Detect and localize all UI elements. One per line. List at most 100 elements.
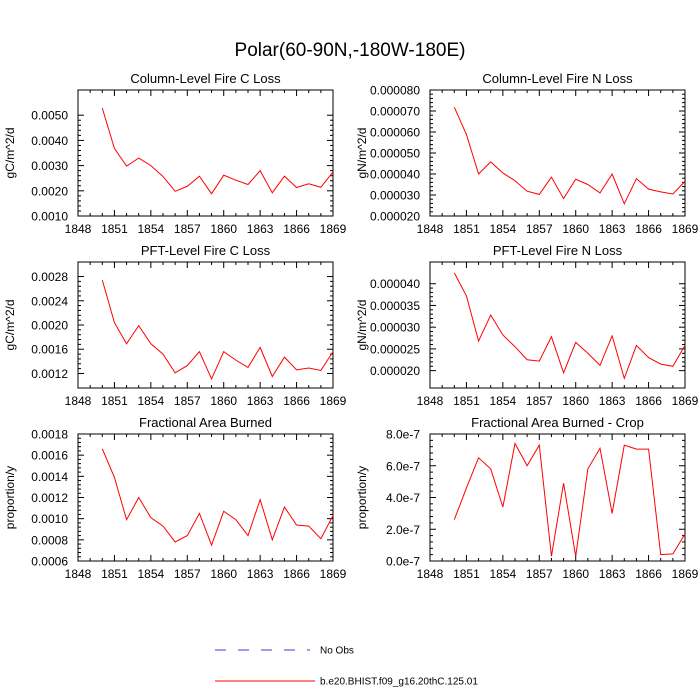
panel-title: PFT-Level Fire C Loss [141, 243, 271, 258]
x-tick-label: 1854 [138, 394, 165, 408]
x-tick-label: 1857 [526, 567, 553, 581]
x-tick-label: 1863 [599, 222, 626, 236]
y-tick-label: 2.0e-7 [386, 523, 420, 537]
x-tick-label: 1863 [599, 567, 626, 581]
x-tick-label: 1869 [672, 567, 699, 581]
x-tick-label: 1851 [453, 222, 480, 236]
y-tick-label: 0.000050 [370, 147, 420, 161]
x-tick-label: 1857 [526, 222, 553, 236]
panel-title: Fractional Area Burned [139, 415, 272, 430]
y-tick-label: 0.000080 [370, 84, 420, 98]
x-tick-label: 1854 [138, 222, 165, 236]
x-tick-label: 1851 [101, 567, 128, 581]
panel-title: Fractional Area Burned - Crop [471, 415, 644, 430]
x-tick-label: 1860 [562, 394, 589, 408]
chart-panel-3: PFT-Level Fire C Loss gC/m^2/d 1848 1851 185… [3, 243, 347, 408]
chart-panel-6: Fractional Area Burned - Crop proportion/… [355, 415, 699, 581]
y-axis-label: gN/m^2/d [355, 128, 369, 179]
x-tick-label: 1860 [210, 222, 237, 236]
x-tick-label: 1851 [101, 394, 128, 408]
y-tick-label: 0.0016 [31, 449, 68, 463]
x-tick-label: 1866 [635, 567, 662, 581]
y-tick-label: 0.000025 [370, 342, 420, 356]
x-tick-label: 1848 [65, 567, 92, 581]
legend-label-model: b.e20.BHIST.f09_g16.20thC.125.01 [320, 677, 478, 688]
x-tick-label: 1857 [526, 394, 553, 408]
y-tick-label: 0.0028 [31, 270, 68, 284]
plot-frame [429, 433, 686, 562]
x-tick-label: 1869 [320, 222, 347, 236]
y-tick-label: 0.0016 [31, 343, 68, 357]
x-tick-label: 1851 [453, 394, 480, 408]
x-tick-label: 1854 [490, 567, 517, 581]
x-tick-label: 1866 [635, 222, 662, 236]
series-line-1 [453, 107, 686, 206]
series-line-1 [101, 448, 334, 547]
x-tick-label: 1848 [65, 394, 92, 408]
y-tick-label: 0.000040 [370, 277, 420, 291]
x-tick-label: 1863 [247, 222, 274, 236]
chart-panel-2: Column-Level Fire N Loss gN/m^2/d 1848 1851… [355, 71, 699, 236]
chart-panel-5: Fractional Area Burned proportion/y 1848 18… [3, 415, 347, 581]
legend: No Obs b.e20.BHIST.f09_g16.20thC.125.01 [215, 646, 478, 688]
y-tick-label: 0.0020 [31, 319, 68, 333]
y-tick-label: 0.000070 [370, 105, 420, 119]
y-tick-label: 0.0024 [31, 294, 68, 308]
y-tick-label: 0.000035 [370, 299, 420, 313]
y-tick-label: 0.0050 [31, 109, 68, 123]
x-tick-label: 1848 [65, 222, 92, 236]
x-tick-label: 1860 [562, 567, 589, 581]
x-tick-label: 1869 [320, 394, 347, 408]
x-tick-label: 1848 [417, 222, 444, 236]
y-tick-label: 0.0030 [31, 159, 68, 173]
y-axis-label: proportion/y [3, 466, 17, 529]
y-tick-label: 8.0e-7 [386, 428, 420, 442]
y-tick-label: 0.0018 [31, 428, 68, 442]
plot-frame [429, 261, 686, 389]
y-tick-label: 0.0010 [31, 512, 68, 526]
figure-title: Polar(60-90N,-180W-180E) [235, 40, 466, 61]
series-line-1 [101, 107, 334, 195]
y-tick-label: 0.000040 [370, 168, 420, 182]
x-tick-label: 1851 [453, 567, 480, 581]
y-tick-label: 0.000030 [370, 189, 420, 203]
y-tick-label: 0.0012 [31, 491, 68, 505]
x-tick-label: 1854 [490, 394, 517, 408]
y-axis-label: gC/m^2/d [3, 128, 17, 179]
x-tick-label: 1860 [562, 222, 589, 236]
series-line-1 [453, 272, 686, 381]
x-tick-label: 1863 [247, 394, 274, 408]
plot-frame [77, 89, 334, 217]
x-tick-label: 1848 [417, 567, 444, 581]
x-tick-label: 1857 [174, 567, 201, 581]
x-tick-label: 1860 [210, 394, 237, 408]
panel-title: Column-Level Fire N Loss [482, 71, 633, 86]
x-tick-label: 1866 [283, 222, 310, 236]
plot-frame [77, 433, 334, 562]
y-tick-label: 6.0e-7 [386, 459, 420, 473]
y-tick-label: 0.0014 [31, 470, 68, 484]
series-line-1 [453, 442, 686, 557]
x-tick-label: 1869 [672, 394, 699, 408]
y-tick-label: 0.000020 [370, 210, 420, 224]
y-tick-label: 0.0010 [31, 210, 68, 224]
y-tick-label: 0.0040 [31, 134, 68, 148]
x-tick-label: 1866 [283, 567, 310, 581]
y-tick-label: 0.0012 [31, 367, 68, 381]
y-axis-label: proportion/y [355, 466, 369, 529]
panel-title: PFT-Level Fire N Loss [493, 243, 623, 258]
y-tick-label: 0.0020 [31, 184, 68, 198]
y-tick-label: 0.000060 [370, 126, 420, 140]
x-tick-label: 1869 [672, 222, 699, 236]
chart-panel-1: Column-Level Fire C Loss gC/m^2/d 1848 1851… [3, 71, 347, 236]
y-tick-label: 0.000020 [370, 364, 420, 378]
x-tick-label: 1857 [174, 394, 201, 408]
panels: Column-Level Fire C Loss gC/m^2/d 1848 1851… [3, 71, 699, 581]
y-axis-label: gC/m^2/d [3, 300, 17, 351]
x-tick-label: 1863 [599, 394, 626, 408]
x-tick-label: 1866 [283, 394, 310, 408]
x-tick-label: 1863 [247, 567, 274, 581]
y-tick-label: 4.0e-7 [386, 491, 420, 505]
x-tick-label: 1869 [320, 567, 347, 581]
